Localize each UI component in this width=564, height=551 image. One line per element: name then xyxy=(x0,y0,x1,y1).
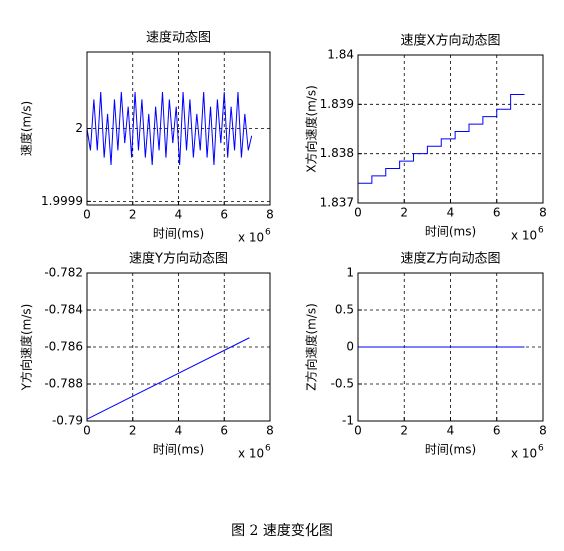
chart-title: 速度动态图 xyxy=(146,30,211,46)
axes-frame xyxy=(357,272,544,422)
y-axis-label: Z方向速度(m/s) xyxy=(304,303,319,391)
y-tick-label: -0.788 xyxy=(44,377,83,391)
data-line xyxy=(86,337,250,420)
x-tick-label: 2 xyxy=(400,206,408,220)
x-tick-label: 2 xyxy=(129,208,137,222)
x-multiplier: x 10 xyxy=(238,231,264,245)
x-tick-label: 6 xyxy=(220,208,228,222)
y-tick-label: 0.5 xyxy=(335,303,354,317)
axes-frame xyxy=(86,51,271,206)
y-axis-label: Y方向速度(m/s) xyxy=(19,304,34,392)
x-tick-label: 8 xyxy=(266,208,274,222)
y-tick-label: -0.786 xyxy=(44,340,83,354)
y-axis-label: X方向速度(m/s) xyxy=(304,85,319,173)
x-tick-label: 4 xyxy=(447,424,455,438)
axes-frame xyxy=(357,54,544,204)
x-multiplier-exp: 6 xyxy=(265,444,271,454)
x-multiplier-exp: 6 xyxy=(538,444,544,454)
chart-title: 速度Z方向动态图 xyxy=(401,251,501,267)
x-multiplier: x 10 xyxy=(511,229,537,243)
x-axis-label: 时间(ms) xyxy=(153,443,204,457)
x-tick-label: 8 xyxy=(539,206,547,220)
y-tick-label: -0.79 xyxy=(52,414,83,428)
y-tick-label: -1 xyxy=(342,414,354,428)
y-axis-label: 速度(m/s) xyxy=(19,101,34,156)
x-tick-label: 8 xyxy=(266,424,274,438)
caption: 图 2 速度变化图 xyxy=(231,523,333,539)
y-tick-label: 0 xyxy=(346,340,354,354)
y-tick-label: -0.784 xyxy=(44,303,83,317)
x-multiplier: x 10 xyxy=(238,447,264,461)
y-tick-label: -0.5 xyxy=(331,377,354,391)
x-axis-label: 时间(ms) xyxy=(425,443,476,457)
x-tick-label: 2 xyxy=(400,424,408,438)
x-tick-label: 2 xyxy=(129,424,137,438)
data-line xyxy=(358,93,525,184)
x-multiplier-exp: 6 xyxy=(265,228,271,238)
y-tick-label: 1.9999 xyxy=(41,194,83,208)
y-tick-label: 1.838 xyxy=(320,146,354,160)
x-tick-label: 4 xyxy=(175,424,183,438)
x-axis-label: 时间(ms) xyxy=(153,227,204,241)
y-tick-label: -0.782 xyxy=(44,266,83,280)
x-tick-label: 4 xyxy=(447,206,455,220)
y-tick-label: 1.837 xyxy=(320,196,354,210)
x-tick-label: 0 xyxy=(83,424,91,438)
x-multiplier-exp: 6 xyxy=(538,226,544,236)
x-tick-label: 4 xyxy=(175,208,183,222)
data-line xyxy=(86,92,253,165)
x-tick-label: 0 xyxy=(83,208,91,222)
y-tick-label: 1.84 xyxy=(327,48,354,62)
y-tick-label: 2 xyxy=(75,121,83,135)
y-tick-label: 1 xyxy=(346,266,354,280)
x-tick-label: 6 xyxy=(493,206,501,220)
chart-title: 速度Y方向动态图 xyxy=(129,251,228,267)
x-tick-label: 6 xyxy=(220,424,228,438)
x-axis-label: 时间(ms) xyxy=(425,225,476,239)
x-tick-label: 6 xyxy=(493,424,501,438)
x-tick-label: 8 xyxy=(539,424,547,438)
y-tick-label: 1.839 xyxy=(320,97,354,111)
axes-frame xyxy=(86,272,271,422)
chart-title: 速度X方向动态图 xyxy=(401,33,501,49)
x-tick-label: 0 xyxy=(354,206,362,220)
x-tick-label: 0 xyxy=(354,424,362,438)
x-multiplier: x 10 xyxy=(511,447,537,461)
